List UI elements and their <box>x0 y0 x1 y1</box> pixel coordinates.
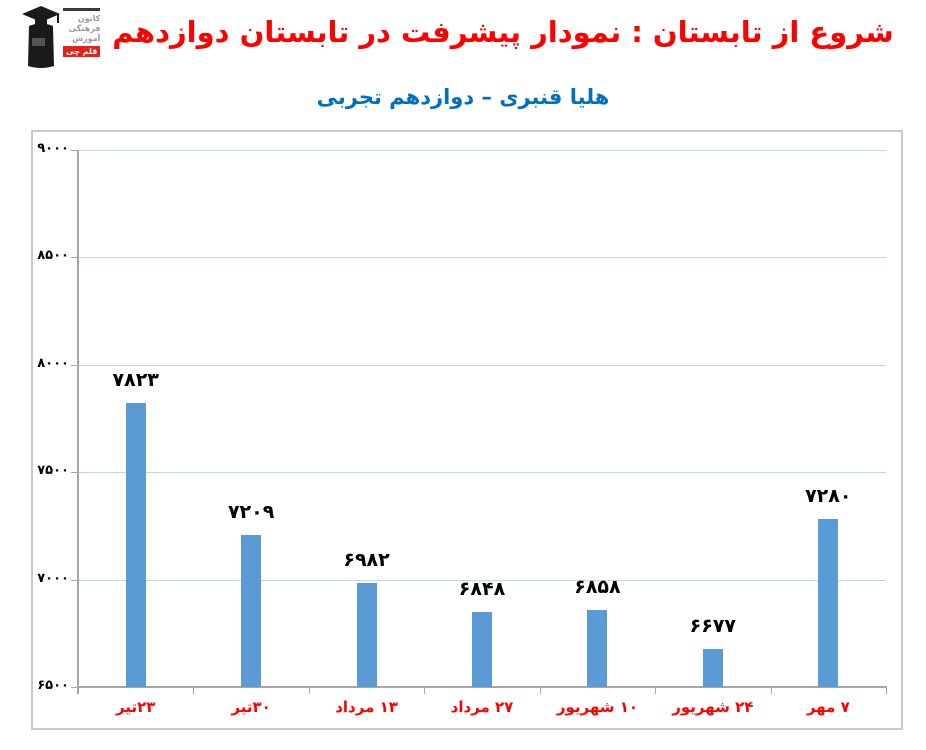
page-title: شروع از تابستان : نمودار پیشرفت در تابست… <box>112 15 894 49</box>
x-category-label: ۱۰ شهریور <box>556 698 639 716</box>
logo-line-2: فرهنگی <box>68 24 101 33</box>
y-axis-tick-label: ۹۰۰۰ <box>37 141 69 156</box>
gridline <box>79 150 886 151</box>
bar <box>702 648 723 687</box>
logo-text-column: کانون فرهنگی آموزش قلم چی <box>63 6 101 76</box>
page-subtitle: هلیا قنبری – دوازدهم تجربی <box>316 85 610 109</box>
x-category-label: ۷ مهر <box>806 698 850 716</box>
gridline <box>79 579 886 581</box>
x-tick-mark <box>886 688 887 694</box>
bar-value-label: ۷۸۲۳ <box>112 368 159 391</box>
x-axis-line <box>77 686 887 688</box>
y-axis-tick-label: ۸۵۰۰ <box>37 248 69 264</box>
bar-value-label: ۷۲۸۰ <box>805 485 852 508</box>
bar <box>356 583 377 687</box>
y-tick-mark <box>71 257 78 259</box>
bar <box>472 612 492 687</box>
y-axis-tick-label: ۷۵۰۰ <box>37 463 69 479</box>
bar <box>587 610 608 687</box>
bar <box>125 402 146 687</box>
graduate-figure-icon <box>22 6 60 68</box>
bar <box>818 519 839 687</box>
logo-line-1: کانون <box>77 14 101 23</box>
y-axis-tick-label: ۷۰۰۰ <box>37 570 69 586</box>
y-axis-line <box>77 150 79 694</box>
bar-value-label: ۶۸۴۸ <box>458 578 506 601</box>
gridline <box>79 257 886 259</box>
x-category-label: ۳۰تیر <box>231 698 271 716</box>
y-tick-mark <box>71 472 78 474</box>
bar-value-label: ۷۲۰۹ <box>227 500 275 523</box>
x-tick-mark <box>655 688 657 694</box>
y-tick-mark <box>71 150 78 151</box>
x-category-label: ۱۳ مرداد <box>335 698 398 716</box>
logo-divider <box>63 8 101 11</box>
x-tick-mark <box>424 688 426 694</box>
x-category-label: ۲۳تیر <box>116 698 156 716</box>
x-tick-mark <box>193 688 195 694</box>
y-tick-mark <box>71 579 78 581</box>
x-tick-mark <box>308 688 310 694</box>
gridline <box>79 364 886 366</box>
kanoon-ghalamchi-logo: کانون فرهنگی آموزش قلم چی <box>22 6 101 76</box>
bar-value-label: ۶۶۷۷ <box>689 614 737 637</box>
y-tick-mark <box>71 364 78 366</box>
x-category-label: ۲۴ شهریور <box>672 698 754 716</box>
logo-line-3: آموزش <box>72 34 101 43</box>
bar <box>241 534 262 687</box>
gridline <box>79 472 886 474</box>
y-axis-tick-label: ۸۰۰۰ <box>37 355 69 371</box>
progress-bar-chart: ۶۵۰۰ ۷۰۰۰ ۷۵۰۰ ۸۰۰۰ ۸۵۰۰ ۹۰۰۰ ۷۸۲۳ ۲۳تیر ۷۲۰۹ ۳۰ت… <box>31 130 903 730</box>
bar-value-label: ۶۹۸۲ <box>343 549 390 572</box>
x-tick-mark <box>78 688 79 694</box>
x-category-label: ۲۷ مرداد <box>450 698 514 716</box>
y-tick-mark <box>71 687 78 688</box>
ghalamchi-badge: قلم چی <box>63 46 101 57</box>
y-axis-tick-label: ۶۵۰۰ <box>37 678 69 693</box>
x-tick-mark <box>770 688 772 694</box>
bar-value-label: ۶۸۵۸ <box>574 576 621 599</box>
x-tick-mark <box>539 688 541 694</box>
